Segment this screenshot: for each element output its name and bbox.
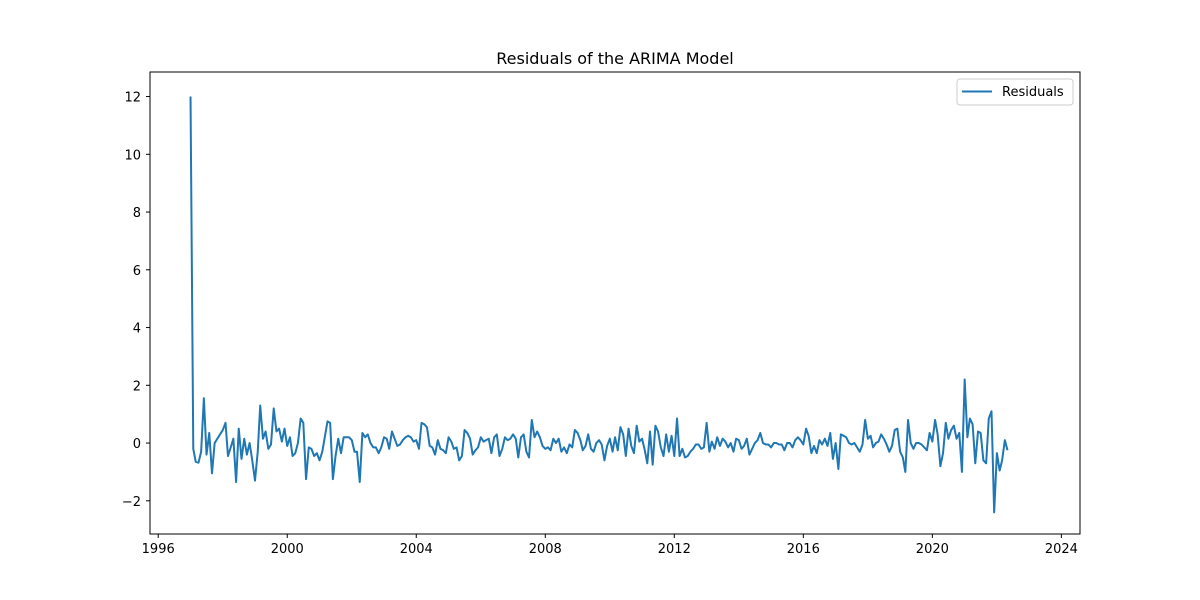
- x-axis-ticks: 1996 2000 2004 2008 2012 2016 2020 2024: [142, 534, 1078, 557]
- plot-area: [189, 96, 1009, 514]
- x-tick-label: 2020: [916, 542, 949, 557]
- y-axis-ticks: −2 0 2 4 6 8 10 12: [122, 91, 150, 510]
- x-tick-label: 2012: [658, 542, 691, 557]
- chart-title: Residuals of the ARIMA Model: [496, 49, 734, 68]
- y-tick-label: 6: [133, 264, 141, 279]
- x-tick-label: 2024: [1045, 542, 1078, 557]
- x-tick-label: 2008: [529, 542, 562, 557]
- y-tick-label: −2: [122, 495, 141, 510]
- x-tick-label: 2016: [787, 542, 820, 557]
- y-tick-label: 10: [124, 148, 141, 163]
- y-tick-label: 4: [133, 322, 141, 337]
- legend-label-residuals: Residuals: [1002, 85, 1064, 100]
- y-tick-label: 2: [133, 379, 141, 394]
- x-tick-label: 2000: [271, 542, 304, 557]
- legend-box: [956, 78, 1074, 106]
- y-tick-label: 12: [124, 91, 141, 106]
- y-tick-label: 0: [133, 437, 141, 452]
- x-tick-label: 1996: [142, 542, 175, 557]
- y-tick-label: 8: [133, 206, 141, 221]
- series-line-residuals: [189, 96, 1009, 514]
- legend: Residuals: [956, 78, 1074, 106]
- axes-frame: [149, 71, 1081, 535]
- x-tick-label: 2004: [400, 542, 433, 557]
